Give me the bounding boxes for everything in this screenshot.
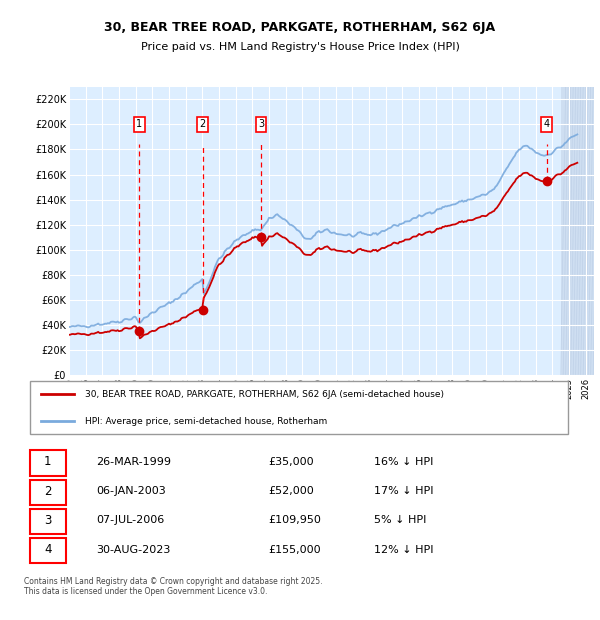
FancyBboxPatch shape	[29, 381, 568, 434]
Text: £35,000: £35,000	[268, 457, 314, 467]
Text: Contains HM Land Registry data © Crown copyright and database right 2025.
This d: Contains HM Land Registry data © Crown c…	[24, 577, 323, 596]
Text: 30, BEAR TREE ROAD, PARKGATE, ROTHERHAM, S62 6JA (semi-detached house): 30, BEAR TREE ROAD, PARKGATE, ROTHERHAM,…	[85, 389, 444, 399]
Text: 4: 4	[44, 543, 52, 556]
Text: 16% ↓ HPI: 16% ↓ HPI	[374, 457, 433, 467]
Text: 1: 1	[44, 455, 52, 468]
Text: 4: 4	[544, 120, 550, 130]
Text: 1: 1	[136, 120, 143, 130]
Text: 07-JUL-2006: 07-JUL-2006	[96, 515, 164, 525]
Text: 30-AUG-2023: 30-AUG-2023	[96, 544, 170, 554]
FancyBboxPatch shape	[29, 509, 65, 534]
Text: 30, BEAR TREE ROAD, PARKGATE, ROTHERHAM, S62 6JA: 30, BEAR TREE ROAD, PARKGATE, ROTHERHAM,…	[104, 22, 496, 34]
FancyBboxPatch shape	[29, 450, 65, 476]
Text: 26-MAR-1999: 26-MAR-1999	[96, 457, 171, 467]
Text: £155,000: £155,000	[268, 544, 321, 554]
Text: Price paid vs. HM Land Registry's House Price Index (HPI): Price paid vs. HM Land Registry's House …	[140, 42, 460, 51]
Text: 17% ↓ HPI: 17% ↓ HPI	[374, 486, 433, 496]
Text: 2: 2	[44, 485, 52, 497]
FancyBboxPatch shape	[29, 480, 65, 505]
Text: 5% ↓ HPI: 5% ↓ HPI	[374, 515, 426, 525]
FancyBboxPatch shape	[29, 538, 65, 564]
Text: 12% ↓ HPI: 12% ↓ HPI	[374, 544, 433, 554]
Text: £109,950: £109,950	[268, 515, 321, 525]
Text: £52,000: £52,000	[268, 486, 314, 496]
Text: 06-JAN-2003: 06-JAN-2003	[96, 486, 166, 496]
Bar	[560, 87, 600, 375]
Text: HPI: Average price, semi-detached house, Rotherham: HPI: Average price, semi-detached house,…	[85, 417, 328, 426]
Text: 3: 3	[258, 120, 264, 130]
Text: 2: 2	[200, 120, 206, 130]
Text: 3: 3	[44, 514, 52, 527]
